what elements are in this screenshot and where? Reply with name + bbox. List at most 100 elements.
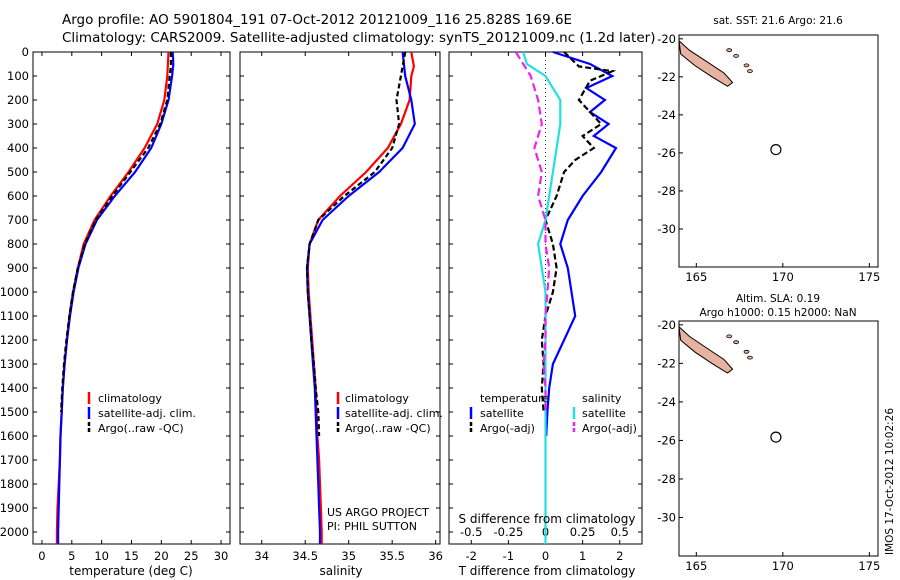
series-line	[305, 51, 416, 544]
sst-map: 165 170 175 -20 -22 -24 -26 -28 -30	[657, 32, 880, 284]
map-y-tick-label: -22	[657, 356, 676, 370]
pi-label: PI: PHIL SUTTON	[327, 520, 417, 533]
difference-xlabel-top: S difference from climatology	[459, 512, 636, 526]
loyalty-island	[733, 54, 739, 58]
difference-panel: -2 -1 0 1 2-0.5 -0.25 0 0.25 0.5	[448, 50, 643, 563]
y-tick-label: 100	[7, 69, 29, 83]
legend-label-temp-satellite: satellite	[480, 407, 524, 420]
y-tick-label: 1800	[0, 477, 29, 491]
y-tick-label: 1100	[0, 309, 29, 323]
map-x-tick-label: 170	[772, 270, 794, 284]
salinity-xlabel: salinity	[319, 564, 362, 578]
y-tick-label: 600	[7, 189, 29, 203]
x-tick-label: -2	[466, 549, 477, 563]
sla-map-title-2: Argo h1000: 0.15 h2000: NaN	[699, 307, 856, 319]
y-tick-label: 1000	[0, 285, 29, 299]
map-y-tick-label: -20	[657, 32, 676, 46]
map-x-tick-label: 165	[685, 270, 707, 284]
y-tick-label: 700	[7, 213, 29, 227]
loyalty-island	[747, 69, 753, 73]
map-y-tick-label: -20	[657, 318, 676, 332]
map-x-tick-label: 175	[858, 270, 880, 284]
y-tick-label: 1300	[0, 357, 29, 371]
y-tick-label: 200	[7, 93, 29, 107]
legend-title-temperature: temperature	[480, 392, 549, 405]
map-y-tick-label: -24	[657, 108, 676, 122]
legend-label-sal-satellite: satellite	[582, 407, 626, 420]
x-tick-label: 35.5	[379, 549, 405, 563]
series-line	[522, 51, 562, 544]
x-top-tick-label: -0.5	[460, 525, 482, 539]
new-caledonia-land	[678, 39, 734, 87]
y-tick-label: 1400	[0, 381, 29, 395]
x-tick-label: 34	[254, 549, 269, 563]
map-y-tick-label: -26	[657, 433, 676, 447]
map-y-tick-label: -30	[657, 222, 676, 236]
argo-position-marker	[770, 144, 782, 156]
y-tick-label: 300	[7, 117, 29, 131]
map-y-tick-label: -22	[657, 70, 676, 84]
x-tick-label: 15	[124, 549, 139, 563]
x-tick-label: 0	[542, 549, 549, 563]
series-line	[514, 51, 551, 412]
x-tick-label: 1	[579, 549, 586, 563]
argo-position-marker	[770, 431, 782, 443]
temperature-panel: 0100200300400500600700800900100011001200…	[0, 45, 231, 563]
title-line-2: Climatology: CARS2009. Satellite-adjuste…	[62, 30, 655, 46]
y-tick-label: 900	[7, 261, 29, 275]
legend-label-temp-argo: Argo(-adj)	[480, 422, 535, 435]
series-line	[545, 50, 618, 437]
salinity-legend: climatology satellite-adj. clim. Argo(..…	[327, 392, 443, 533]
map-x-tick-label: 165	[685, 559, 707, 573]
map-y-tick-label: -26	[657, 146, 676, 160]
legend-label-argo: Argo(..raw -QC)	[98, 422, 184, 435]
y-tick-label: 0	[22, 45, 29, 59]
legend-label-satellite: satellite-adj. clim.	[345, 407, 443, 420]
x-tick-label: 25	[184, 549, 199, 563]
map-x-tick-label: 170	[772, 559, 794, 573]
map-y-tick-label: -28	[657, 472, 676, 486]
y-tick-label: 1600	[0, 429, 29, 443]
plot-frame	[32, 51, 231, 545]
x-tick-label: 20	[154, 549, 169, 563]
loyalty-island	[743, 63, 750, 68]
temperature-legend: climatology satellite-adj. clim. Argo(..…	[87, 392, 196, 435]
new-caledonia-land	[678, 325, 734, 374]
sla-map: 165 170 175 -20 -22 -24 -26 -28 -30	[657, 318, 880, 573]
salinity-panel: 34 34.5 35 35.5 36	[239, 51, 443, 563]
x-tick-label: 10	[94, 549, 109, 563]
y-tick-label: 800	[7, 237, 29, 251]
map-x-tick-label: 175	[858, 559, 880, 573]
sla-map-title-1: Altim. SLA: 0.19	[736, 293, 820, 305]
legend-label-argo: Argo(..raw -QC)	[345, 422, 431, 435]
x-top-tick-label: 0.5	[611, 525, 629, 539]
x-tick-label: -1	[503, 549, 514, 563]
map-y-tick-label: -28	[657, 184, 676, 198]
x-tick-label: 5	[68, 549, 75, 563]
legend-label-climatology: climatology	[345, 392, 409, 405]
loyalty-island	[733, 340, 739, 345]
map-frame	[678, 320, 879, 557]
map-y-tick-label: -24	[657, 395, 676, 409]
x-tick-label: 30	[214, 549, 229, 563]
plot-frame	[239, 51, 441, 545]
y-tick-label: 1700	[0, 453, 29, 467]
legend-label-sal-argo: Argo(-adj)	[582, 422, 637, 435]
y-tick-label: 400	[7, 141, 29, 155]
legend-title-salinity: salinity	[582, 392, 622, 405]
y-tick-label: 2000	[0, 525, 29, 539]
y-tick-label: 500	[7, 165, 29, 179]
y-tick-label: 1200	[0, 333, 29, 347]
loyalty-island	[743, 349, 750, 354]
difference-legend: temperature satellite Argo(-adj) salinit…	[469, 392, 637, 435]
x-tick-label: 35	[341, 549, 356, 563]
map-frame	[678, 34, 879, 268]
x-tick-label: 0	[38, 549, 45, 563]
title-line-1: Argo profile: AO 5901804_191 07-Oct-2012…	[62, 12, 572, 28]
loyalty-island	[747, 355, 753, 360]
legend-label-climatology: climatology	[98, 392, 162, 405]
series-line	[305, 51, 407, 437]
series-line	[60, 52, 172, 413]
difference-xlabel: T difference from climatology	[458, 564, 636, 578]
